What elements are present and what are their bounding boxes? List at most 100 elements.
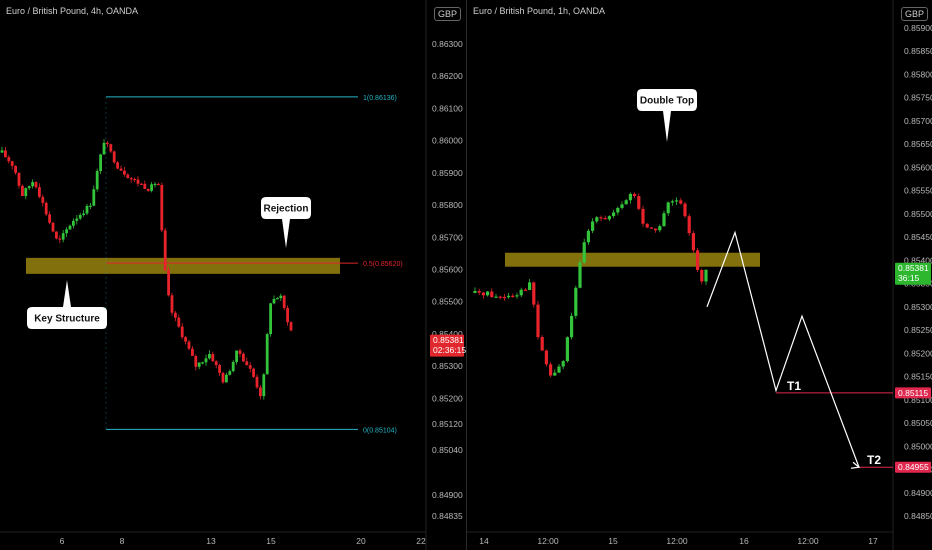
candle-body [662, 213, 666, 227]
candle-body [7, 157, 11, 162]
y-tick-label: 0.85750 [904, 93, 932, 103]
y-tick-label: 0.85600 [904, 162, 932, 172]
candle-body [136, 179, 140, 184]
candle-body [123, 170, 126, 175]
target-t1-label: T1 [787, 379, 801, 393]
chart-canvas-4h[interactable]: 0.86300 0.86200 0.86100 0.86000 0.85900 0.858… [0, 0, 466, 550]
candle-body [549, 364, 553, 376]
y-tick-label: 0.85000 [904, 441, 932, 451]
target-t2-label: T2 [867, 453, 881, 467]
y-tick-label: 0.85250 [904, 325, 932, 335]
y-tick-label: 0.85150 [904, 372, 932, 382]
candle-body [553, 372, 557, 376]
candle-body [133, 178, 136, 181]
candle-body [51, 222, 55, 232]
target-t2-price-tag-price: 0.84955 [898, 462, 929, 472]
chart-canvas-1h[interactable]: 0.85900 0.85850 0.85800 0.85750 0.85700 0.856… [467, 0, 932, 550]
candle-body [612, 212, 616, 217]
candle-body [696, 250, 700, 270]
candle-body [276, 298, 279, 300]
y-tick-label: 0.84900 [904, 488, 932, 498]
candle-body [48, 214, 51, 223]
double-top-callout: Double Top [640, 96, 694, 107]
candle-body [34, 182, 38, 188]
candle-body [481, 292, 485, 296]
candle-body [532, 282, 536, 305]
y-tick-label: 0.86100 [432, 103, 463, 113]
candle-body [201, 362, 204, 364]
candle-body [27, 186, 31, 189]
candle-body [289, 322, 293, 331]
current-price-tag-bg [895, 262, 931, 285]
candle-body [477, 290, 481, 293]
candle-body [490, 291, 494, 298]
y-tick-label: 0.85600 [432, 265, 463, 275]
rejection-callout: Rejection [263, 204, 308, 215]
currency-button[interactable]: GBP [434, 7, 462, 21]
candle-body [41, 196, 45, 203]
x-tick-label: 15 [266, 536, 276, 546]
candle-body [129, 178, 133, 180]
candle-body [55, 231, 58, 239]
y-tick-label: 0.86000 [432, 136, 463, 146]
candle-body [85, 205, 89, 214]
candle-body [515, 295, 519, 297]
candle-body [242, 353, 245, 362]
candle-body [184, 337, 187, 342]
y-tick-label: 0.85900 [432, 168, 463, 178]
x-tick-label: 12:00 [797, 536, 819, 546]
candle-body [595, 217, 599, 222]
x-tick-label: 13 [206, 536, 216, 546]
candle-body [140, 183, 143, 185]
currency-button[interactable]: GBP [901, 7, 929, 21]
key-structure-callout-bubble [27, 280, 107, 329]
y-tick-label: 0.85050 [904, 418, 932, 428]
candle-body [683, 203, 687, 217]
target-t1-price-tag-bg [895, 387, 931, 399]
candle-body [68, 225, 72, 230]
candle-body [679, 200, 683, 204]
x-tick-label: 15 [608, 536, 618, 546]
candle-body [570, 315, 574, 338]
candle-body [143, 183, 147, 189]
candle-body [82, 213, 85, 215]
candle-body [561, 361, 565, 367]
chart-pane-4h[interactable]: Euro / British Pound, 4h, OANDA GBP 0.86… [0, 0, 466, 550]
x-tick-label: 17 [868, 536, 878, 546]
candle-body [633, 193, 637, 197]
y-tick-label: 0.85300 [432, 361, 463, 371]
candle-body [167, 270, 170, 296]
target-t1-price-tag-price: 0.85115 [898, 388, 928, 398]
y-tick-label: 0.85100 [904, 395, 932, 405]
candle-body [228, 371, 232, 375]
key-structure-callout: Key Structure [34, 314, 100, 325]
candle-body [38, 187, 41, 197]
candle-body [540, 337, 544, 351]
candle-body [72, 220, 75, 226]
y-tick-label: 0.85850 [904, 46, 932, 56]
candle-body [574, 287, 578, 316]
candle-body [214, 361, 218, 366]
y-tick-label: 0.85300 [904, 302, 932, 312]
candle-body [269, 303, 272, 335]
projection-arrowhead [850, 461, 861, 469]
candle-body [519, 289, 523, 296]
candle-body [194, 355, 198, 367]
candle-body [180, 326, 184, 338]
candle-body [4, 150, 7, 158]
candle-body [10, 161, 14, 166]
candle-body [670, 201, 674, 203]
x-tick-label: 22 [416, 536, 426, 546]
candle-body [197, 362, 201, 367]
chart-title: Euro / British Pound, 1h, OANDA [473, 6, 606, 16]
y-tick-label: 0.84900 [432, 490, 463, 500]
candle-body [536, 304, 540, 338]
candle-body [494, 296, 498, 298]
chart-pane-1h[interactable]: Euro / British Pound, 1h, OANDA GBP 0.85… [466, 0, 932, 550]
candle-body [687, 216, 691, 234]
key-structure-zone [26, 257, 340, 274]
candle-body [603, 217, 607, 220]
candle-body [106, 142, 109, 145]
candle-body [61, 233, 65, 240]
candle-body [238, 350, 242, 354]
